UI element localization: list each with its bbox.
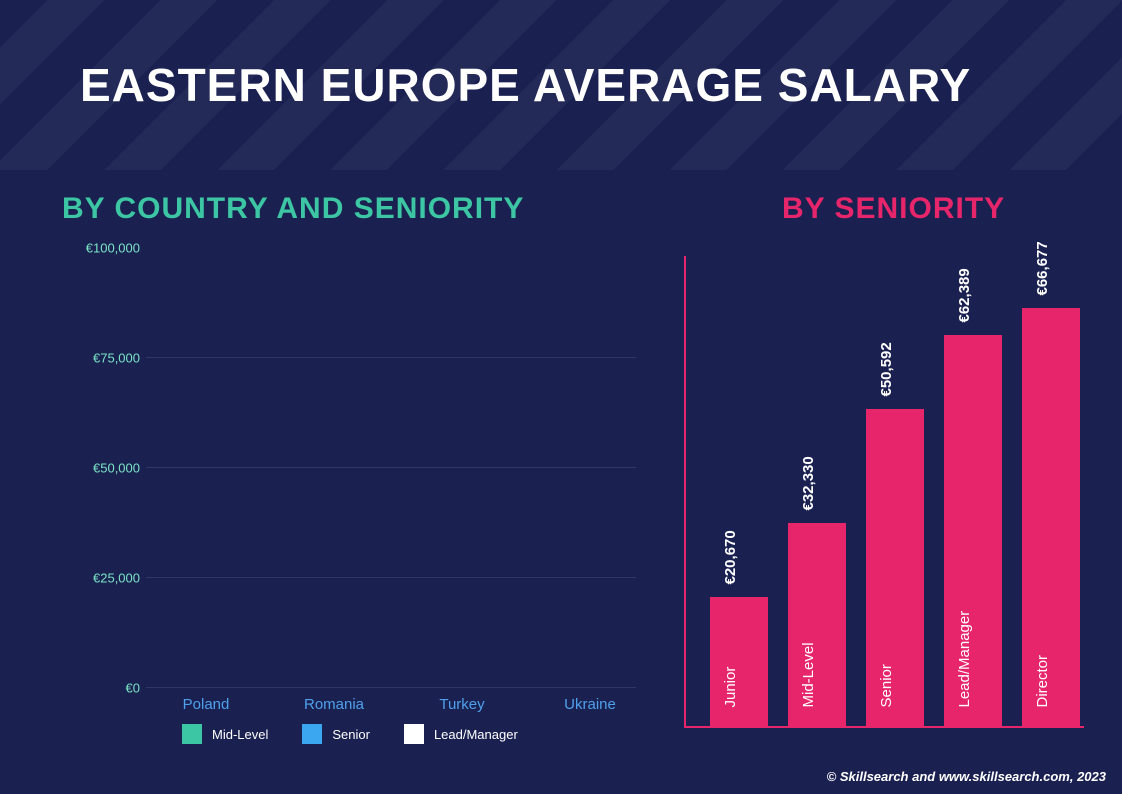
legend-label: Mid-Level <box>212 727 268 742</box>
legend-swatch <box>404 724 424 744</box>
legend-item-lead: Lead/Manager <box>404 724 518 744</box>
x-label: Romania <box>284 688 384 713</box>
ytick: €0 <box>62 681 140 696</box>
bar-value: €66,677 <box>1034 241 1051 295</box>
subtitle-by-country: BY COUNTRY AND SENIORITY <box>62 192 524 226</box>
footer-credit: © Skillsearch and www.skillsearch.com, 2… <box>827 769 1106 784</box>
ytick: €50,000 <box>62 461 140 476</box>
page-title: EASTERN EUROPE AVERAGE SALARY <box>80 58 971 112</box>
chart-by-seniority: Junior €20,670 Mid-Level €32,330 Senior … <box>672 256 1092 728</box>
legend-swatch <box>182 724 202 744</box>
ytick: €100,000 <box>62 241 140 256</box>
bar-value: €50,592 <box>878 342 895 396</box>
bar-value: €32,330 <box>800 457 817 511</box>
chart-right-plot: Junior €20,670 Mid-Level €32,330 Senior … <box>684 256 1084 728</box>
ytick: €75,000 <box>62 351 140 366</box>
legend-item-mid: Mid-Level <box>182 724 268 744</box>
bar-category: Director <box>1034 655 1051 708</box>
x-label: Turkey <box>412 688 512 713</box>
bar-value: €20,670 <box>722 530 739 584</box>
bar-value: €62,389 <box>956 268 973 322</box>
bar-junior: Junior €20,670 <box>710 597 768 726</box>
bar-director: Director €66,677 <box>1022 308 1080 726</box>
bar-category: Senior <box>878 664 895 707</box>
bar-category: Lead/Manager <box>956 611 973 708</box>
x-label: Ukraine <box>540 688 640 713</box>
ytick: €25,000 <box>62 571 140 586</box>
legend-label: Lead/Manager <box>434 727 518 742</box>
x-label: Poland <box>156 688 256 713</box>
legend-item-senior: Senior <box>302 724 370 744</box>
bar-category: Mid-Level <box>800 642 817 707</box>
bar-category: Junior <box>722 667 739 708</box>
legend-swatch <box>302 724 322 744</box>
bar-midlevel: Mid-Level €32,330 <box>788 523 846 726</box>
bar-leadmanager: Lead/Manager €62,389 <box>944 335 1002 726</box>
subtitle-by-seniority: BY SENIORITY <box>782 192 1005 226</box>
legend-label: Senior <box>332 727 370 742</box>
chart-left-legend: Mid-Level Senior Lead/Manager <box>182 724 518 744</box>
bar-senior: Senior €50,592 <box>866 409 924 726</box>
chart-left-plot: €0 €25,000 €50,000 €75,000 €100,000 Pola… <box>146 248 636 688</box>
chart-by-country-seniority: €0 €25,000 €50,000 €75,000 €100,000 Pola… <box>62 238 642 718</box>
